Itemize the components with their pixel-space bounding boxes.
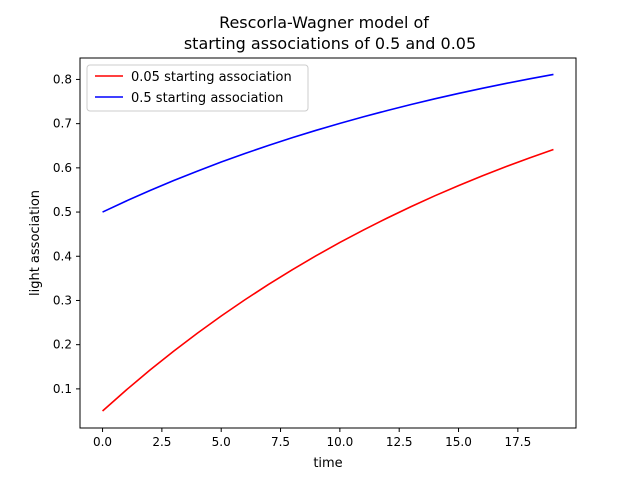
y-axis-ticks: 0.1 0.2 0.3 0.4 0.5 0.6 0.7 0.8	[53, 72, 80, 396]
y-tick-label: 0.7	[53, 117, 72, 131]
x-tick-label: 7.5	[271, 435, 290, 449]
y-tick-label: 0.1	[53, 382, 72, 396]
chart-title-line-2: starting associations of 0.5 and 0.05	[184, 34, 476, 53]
y-axis-label: light association	[28, 190, 43, 296]
plot-frame	[79, 57, 577, 429]
legend: 0.05 starting association 0.5 starting a…	[86, 64, 309, 112]
x-tick-label: 2.5	[152, 435, 171, 449]
series-layer	[102, 73, 554, 412]
y-tick-label: 0.5	[53, 205, 72, 219]
legend-label-red-series: 0.05 starting association	[131, 70, 292, 85]
legend-box	[86, 64, 309, 112]
x-axis-label: time	[313, 456, 342, 471]
x-tick-label: 5.0	[212, 435, 231, 449]
y-tick-label: 0.2	[53, 338, 72, 352]
y-tick-label: 0.6	[53, 161, 72, 175]
x-axis-ticks: 0.0 2.5 5.0 7.5 10.0 12.5 15.0 17.5	[93, 428, 531, 449]
chart-title-line-1: Rescorla-Wagner model of	[219, 13, 429, 32]
x-tick-label: 12.5	[386, 435, 413, 449]
x-tick-label: 15.0	[445, 435, 472, 449]
x-tick-label: 17.5	[504, 435, 531, 449]
x-tick-label: 10.0	[327, 435, 354, 449]
y-tick-label: 0.8	[53, 72, 72, 86]
legend-label-blue-series: 0.5 starting association	[131, 91, 283, 106]
y-tick-label: 0.4	[53, 249, 72, 263]
series-line-red	[102, 148, 554, 412]
series-line-blue	[102, 73, 554, 213]
x-tick-label: 0.0	[93, 435, 112, 449]
y-tick-label: 0.3	[53, 293, 72, 307]
